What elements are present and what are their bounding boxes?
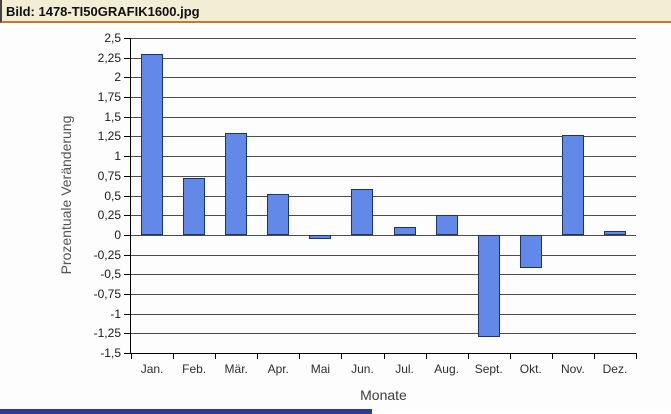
x-tick: [467, 354, 469, 359]
x-category-label: Jul.: [395, 362, 414, 376]
bar-sept: [477, 234, 500, 338]
y-tick-label: -1,5: [100, 346, 121, 360]
x-tick: [425, 354, 427, 359]
x-tick: [341, 354, 343, 359]
x-category-label: Apr.: [267, 362, 289, 376]
y-tick-label: 0,5: [104, 188, 121, 203]
y-tick-label: 2,5: [104, 31, 121, 45]
gridline: [131, 136, 636, 138]
y-tick: [124, 254, 130, 256]
x-tick: [636, 354, 637, 359]
x-tick: [509, 354, 511, 359]
y-tick: [124, 333, 130, 335]
bar-apr: [267, 193, 290, 235]
gridline: [131, 195, 636, 197]
y-tick: [124, 313, 130, 315]
y-tick-label: -0,75: [93, 286, 121, 301]
bar-aug: [435, 215, 458, 235]
y-tick: [124, 353, 130, 354]
window-titlebar: Bild: 1478-TI50GRAFIK1600.jpg: [0, 0, 671, 23]
gridline: [131, 274, 636, 276]
y-tick: [124, 175, 130, 177]
x-category-label: Dez.: [602, 362, 628, 376]
bar-nov: [561, 134, 584, 235]
y-tick: [124, 215, 130, 217]
x-tick: [215, 354, 217, 359]
y-tick: [124, 136, 130, 138]
window-title: Bild: 1478-TI50GRAFIK1600.jpg: [6, 4, 200, 19]
x-category-label: Sept.: [474, 362, 503, 376]
y-tick: [124, 38, 130, 39]
y-tick: [124, 57, 130, 59]
y-tick: [124, 156, 130, 158]
x-category-label: Okt.: [519, 362, 542, 376]
x-tick: [173, 354, 175, 359]
x-axis-line: [130, 353, 637, 354]
gridline: [131, 254, 636, 256]
y-tick-label: 2: [114, 70, 121, 85]
gridline: [131, 313, 636, 315]
x-category-label: Aug.: [434, 362, 459, 376]
x-category-label: Feb.: [182, 362, 207, 376]
gridline: [131, 77, 636, 79]
y-tick-label: 0,25: [97, 208, 121, 223]
x-category-label: Mai: [310, 362, 331, 376]
gridline: [131, 156, 636, 158]
bar-mar: [225, 132, 248, 235]
y-tick: [124, 293, 130, 295]
x-tick: [551, 354, 553, 359]
gridline: [131, 293, 636, 295]
chart-image: Prozentuale Veränderung 2,5 2,25 2 1,75 1,5 1…: [0, 25, 671, 409]
y-tick: [124, 77, 130, 79]
y-tick: [124, 274, 130, 276]
y-tick-label: 0,75: [97, 168, 121, 183]
y-tick-label: 1,75: [97, 90, 121, 105]
x-category-label: Jan.: [140, 362, 164, 376]
y-tick-label: 0: [114, 227, 121, 242]
x-tick: [593, 354, 595, 359]
gridline: [131, 38, 636, 39]
x-category-label: Mär.: [224, 362, 248, 376]
taskbar-fragment: [0, 409, 372, 414]
y-tick-label: 1,25: [97, 129, 121, 144]
x-tick: [257, 354, 259, 359]
gridline: [131, 57, 636, 59]
y-tick: [124, 234, 130, 236]
y-tick: [124, 97, 130, 99]
y-tick-label: -0,5: [100, 267, 121, 282]
y-tick: [124, 116, 130, 118]
gridline: [131, 116, 636, 118]
y-tick-label: 1: [114, 149, 121, 164]
bar-okt: [519, 234, 542, 268]
y-tick: [124, 195, 130, 197]
x-category-label: Jun.: [351, 362, 374, 376]
gridline: [131, 175, 636, 177]
y-tick-label: -0,25: [93, 247, 121, 262]
gridline: [131, 234, 636, 236]
y-tick-label: -1,25: [93, 326, 121, 341]
y-tick-label: 2,25: [97, 50, 121, 65]
x-tick: [299, 354, 301, 359]
bar-mai: [309, 234, 332, 239]
bar-jan: [141, 53, 164, 235]
plot-area: 2,5 2,25 2 1,75 1,5 1,25 1 0,75 0,5 0,25 0 -0,25 -0,…: [94, 32, 637, 403]
x-category-label: Nov.: [560, 362, 585, 376]
y-tick-label: -1: [110, 306, 121, 321]
bar-jun: [351, 189, 374, 235]
bar-feb: [183, 178, 206, 235]
gridline: [131, 97, 636, 99]
x-tick: [131, 354, 132, 359]
gridline: [131, 215, 636, 217]
bar-dez: [603, 230, 626, 235]
bar-jul: [393, 227, 416, 235]
gridline: [131, 333, 636, 335]
y-axis-line: [130, 38, 131, 354]
x-tick: [383, 354, 385, 359]
y-tick-label: 1,5: [104, 109, 121, 124]
x-axis-title: Monate: [360, 387, 407, 403]
